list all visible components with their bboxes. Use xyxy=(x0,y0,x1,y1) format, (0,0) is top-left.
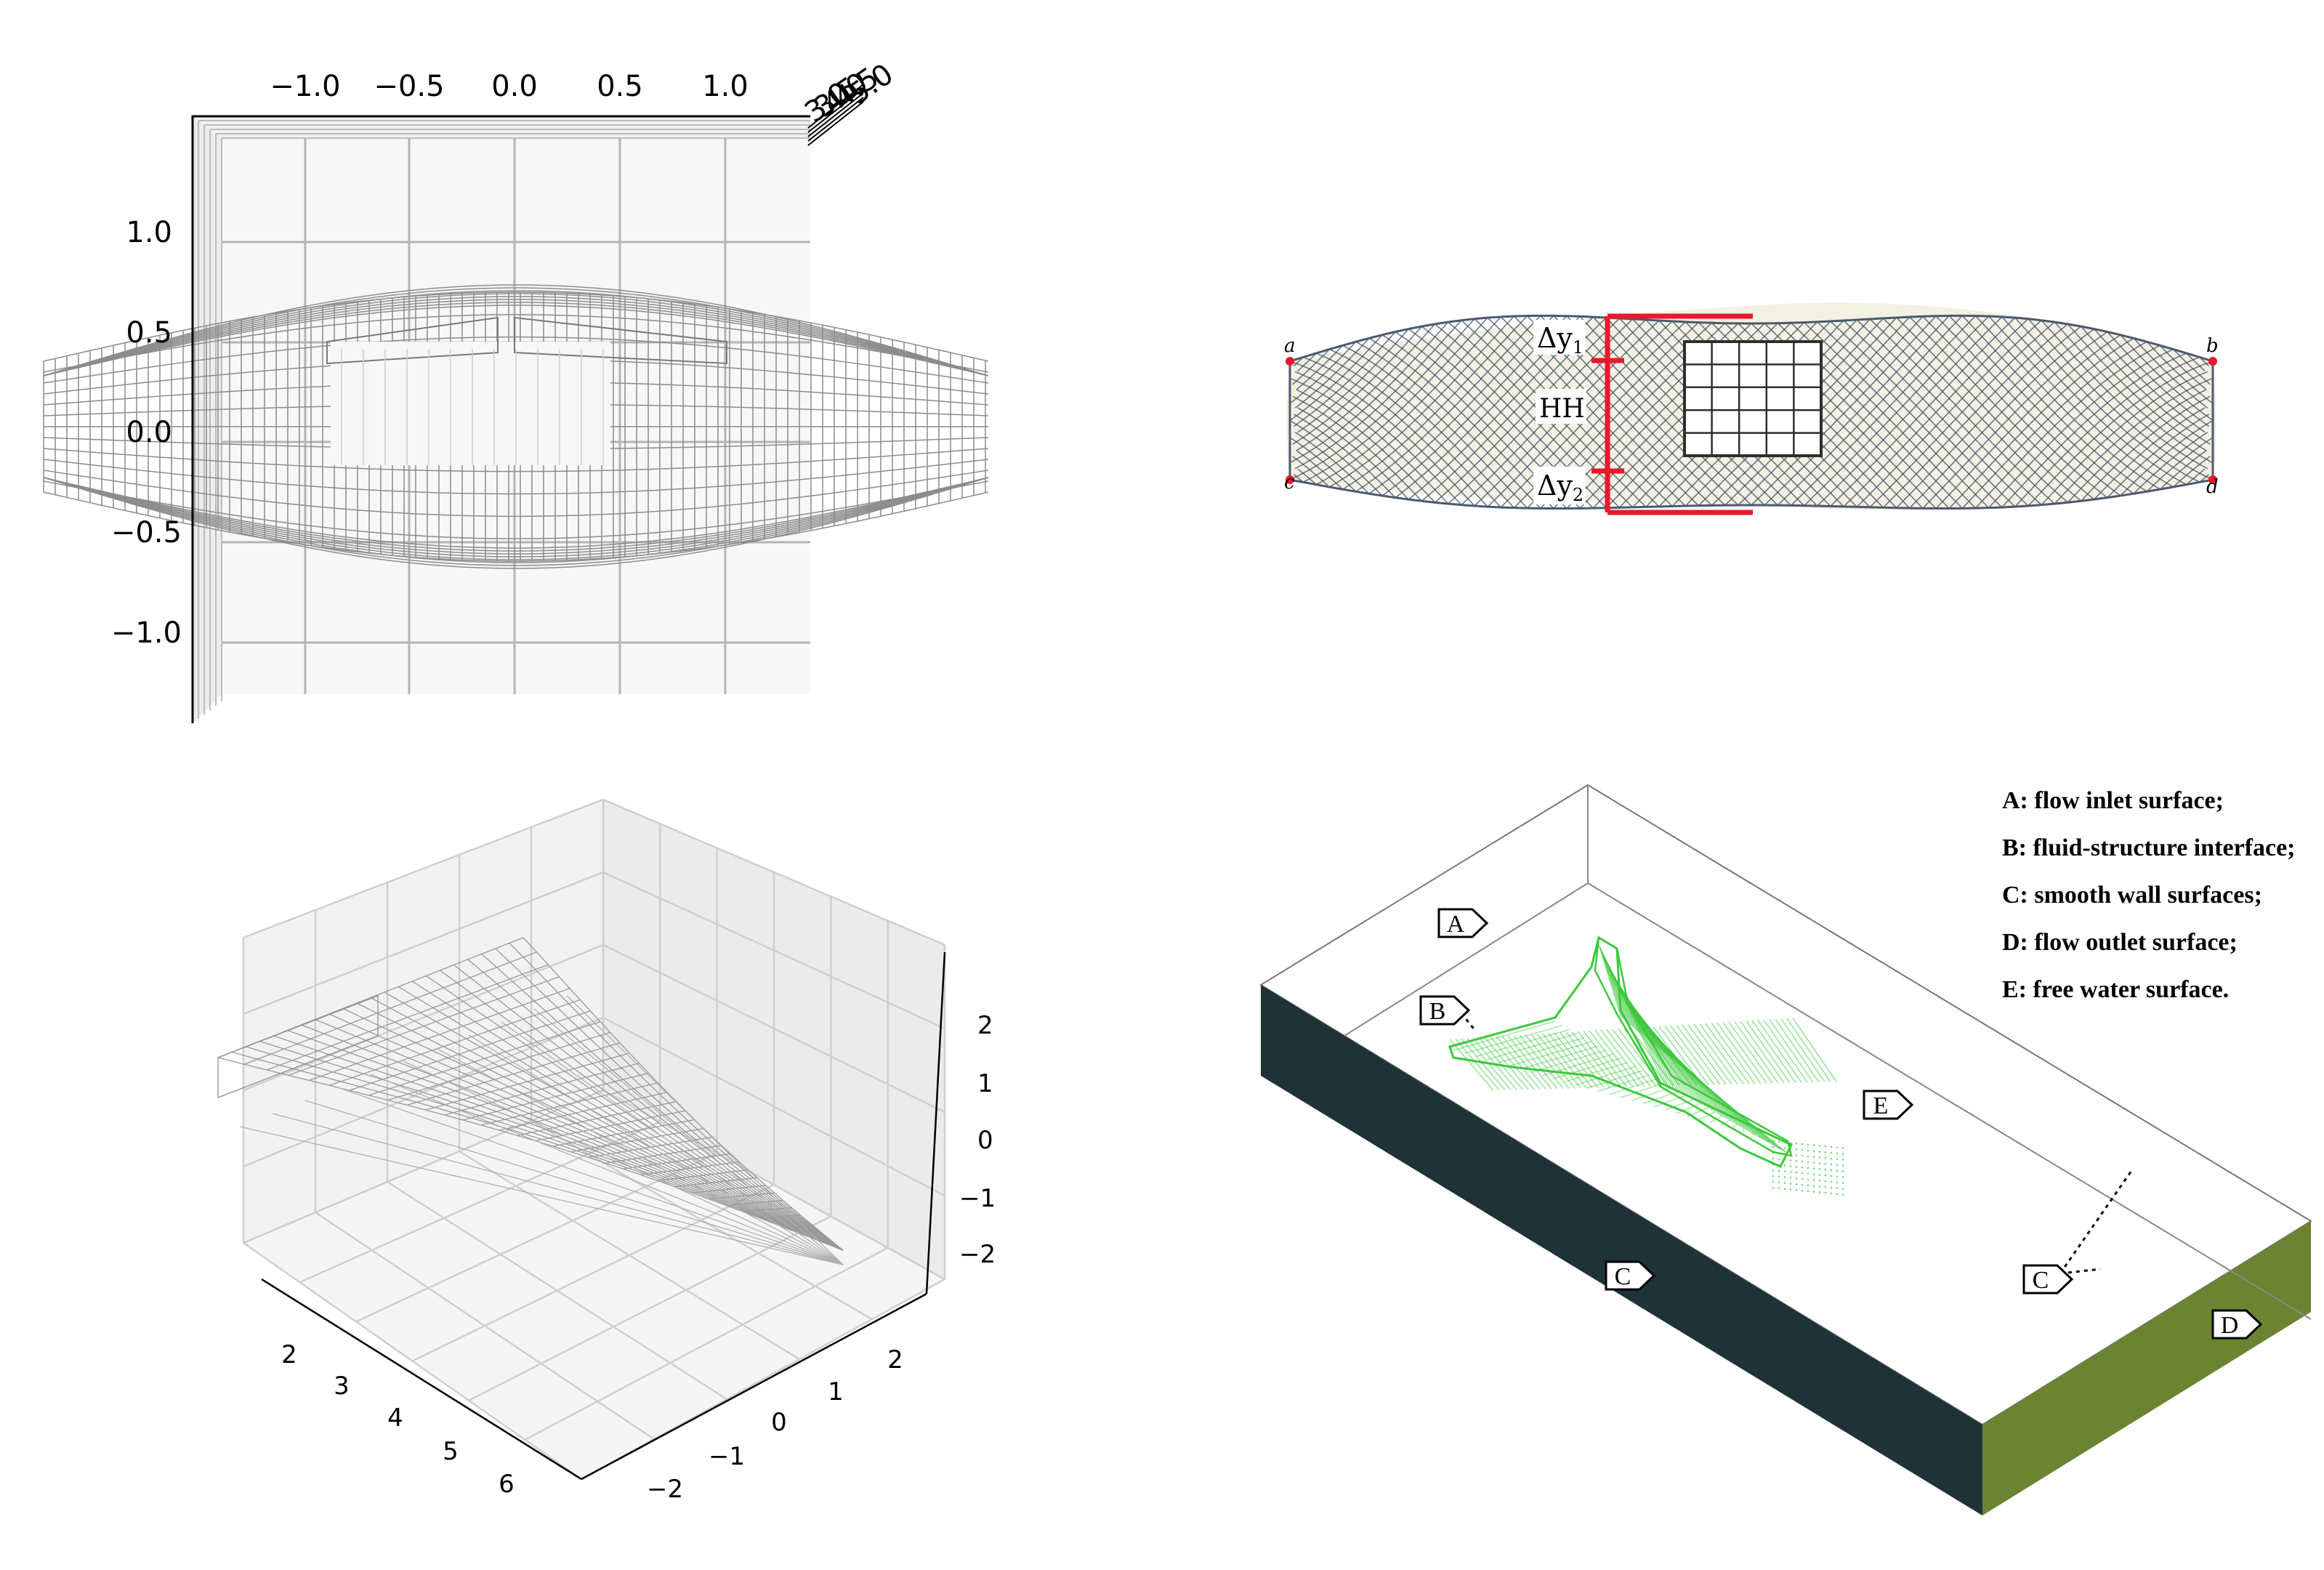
z-tick-label: 1 xyxy=(977,1069,993,1098)
dimension-labels: Δy1 HH Δy2 xyxy=(1533,320,1586,505)
z-tick-labels: 2 1 0 −1 −2 xyxy=(959,1011,996,1269)
net-frame-grid xyxy=(1685,342,1821,456)
surface-tag-b: B xyxy=(1419,995,1471,1026)
surface-tag-label: A xyxy=(1447,911,1465,938)
label-hh: HH xyxy=(1539,394,1585,424)
dimension-marks xyxy=(1591,313,1753,515)
x-tick-label: −1.0 xyxy=(270,70,340,103)
z-tick-label: −1 xyxy=(959,1184,996,1213)
x-tick-label: 4 xyxy=(387,1404,403,1433)
corner-label-b: b xyxy=(2206,335,2219,357)
x-tick-label: 1.0 xyxy=(702,70,749,103)
surface-tag-a: A xyxy=(1437,908,1489,938)
y-tick-labels: −2 −1 0 1 2 xyxy=(647,1345,903,1504)
y-tick-label: −0.5 xyxy=(111,516,182,550)
corner-point-c xyxy=(1286,475,1294,484)
label-delta-y2: Δy2 xyxy=(1537,470,1583,505)
surface-tag-label: D xyxy=(2221,1312,2239,1339)
top-left-wireframe-plot: −1.0 −0.5 0.0 0.5 1.0 1.0 0.5 0.0 −0.5 −… xyxy=(43,57,989,723)
x-tick-label: 0.0 xyxy=(491,70,538,103)
x-tick-label: 5 xyxy=(443,1437,459,1466)
x-tick-label: 3 xyxy=(334,1372,350,1401)
x-tick-labels: 2 3 4 5 6 xyxy=(281,1340,515,1499)
bottom-right-flow-domain: A B E C C D A: flow inlet surface; B: fluid-s… xyxy=(1259,784,2312,1515)
z-tick-label: −2 xyxy=(959,1240,996,1269)
legend-item-c: C: smooth wall surfaces; xyxy=(2002,882,2262,909)
tag-leader-lines xyxy=(1455,1006,2134,1275)
label-delta-y1: Δy1 xyxy=(1537,322,1583,358)
y-tick-label: 1.0 xyxy=(126,216,172,249)
y-tick-label: −1 xyxy=(709,1442,745,1471)
z-tick-label: 0 xyxy=(977,1126,993,1155)
corner-point-b xyxy=(2208,357,2217,366)
x-tick-label: 6 xyxy=(499,1470,515,1499)
plot-pane-top xyxy=(193,116,810,138)
plot-pane-side xyxy=(193,116,222,723)
corner-point-d xyxy=(2208,475,2217,484)
surface-tags: A B E C C D xyxy=(1419,908,2263,1340)
x-tick-label: −0.5 xyxy=(374,70,444,103)
net-wireframe xyxy=(43,284,989,569)
corner-label-c: c xyxy=(1284,472,1295,494)
surface-tag-e: E xyxy=(1863,1090,1914,1120)
surface-tag-label: E xyxy=(1873,1092,1889,1119)
surface-tag-c: C xyxy=(2022,1264,2074,1295)
surface-tag-label: C xyxy=(2033,1267,2049,1294)
surface-tag-label: B xyxy=(1429,998,1446,1025)
green-net-structure xyxy=(1448,935,1844,1196)
z-tick-marks: 5.0 4.5 4.0 3.5 3.0 xyxy=(799,57,900,146)
surface-legend: A: flow inlet surface; B: fluid-structur… xyxy=(2002,787,2295,1003)
corner-points: a b c d xyxy=(1284,335,2219,498)
label-bg xyxy=(1536,389,1586,424)
plot-gridlines xyxy=(242,798,946,1481)
x-tick-label: 0.5 xyxy=(597,70,643,103)
net-frame-box xyxy=(1683,340,1823,457)
domain-outlet-face xyxy=(1982,1221,2311,1515)
x-tick-labels: −1.0 −0.5 0.0 0.5 1.0 xyxy=(270,70,748,103)
surface-tag-label: C xyxy=(1615,1263,1631,1290)
surface-tag-c: C xyxy=(1605,1260,1656,1291)
label-bg xyxy=(1533,467,1586,504)
y-tick-label: 1 xyxy=(828,1377,844,1406)
net-wireframe-3d xyxy=(217,937,844,1265)
legend-item-a: A: flow inlet surface; xyxy=(2002,787,2224,814)
pane-left xyxy=(243,800,603,1243)
y-tick-label: 2 xyxy=(887,1345,903,1374)
y-tick-label: 0.0 xyxy=(126,416,172,449)
plot-axes xyxy=(261,951,946,1481)
bottom-left-3d-plot: 2 3 4 5 6 −2 −1 0 1 2 2 1 0 −1 −2 xyxy=(217,798,996,1504)
y-tick-label: −2 xyxy=(647,1475,683,1504)
y-tick-label: 0 xyxy=(771,1408,787,1437)
domain-side-wall xyxy=(1261,985,1982,1515)
corner-point-a xyxy=(1286,357,1294,366)
top-right-net-schematic: Δy1 HH Δy2 a b c d xyxy=(1284,302,2219,515)
legend-item-d: D: flow outlet surface; xyxy=(2002,929,2238,956)
corner-label-a: a xyxy=(1284,335,1296,357)
legend-item-e: E: free water surface. xyxy=(2002,976,2229,1003)
legend-item-b: B: fluid-structure interface; xyxy=(2002,834,2295,861)
plot-axes xyxy=(191,115,810,723)
x-tick-label: 2 xyxy=(281,1340,297,1369)
corner-label-d: d xyxy=(2206,476,2219,498)
z-tick-label: 2 xyxy=(977,1011,993,1040)
label-bg xyxy=(1533,320,1586,355)
y-tick-label: −1.0 xyxy=(111,616,182,650)
surface-tag-d: D xyxy=(2211,1309,2263,1340)
y-tick-labels: 1.0 0.5 0.0 −0.5 −1.0 xyxy=(111,216,182,650)
y-tick-label: 0.5 xyxy=(126,316,172,350)
